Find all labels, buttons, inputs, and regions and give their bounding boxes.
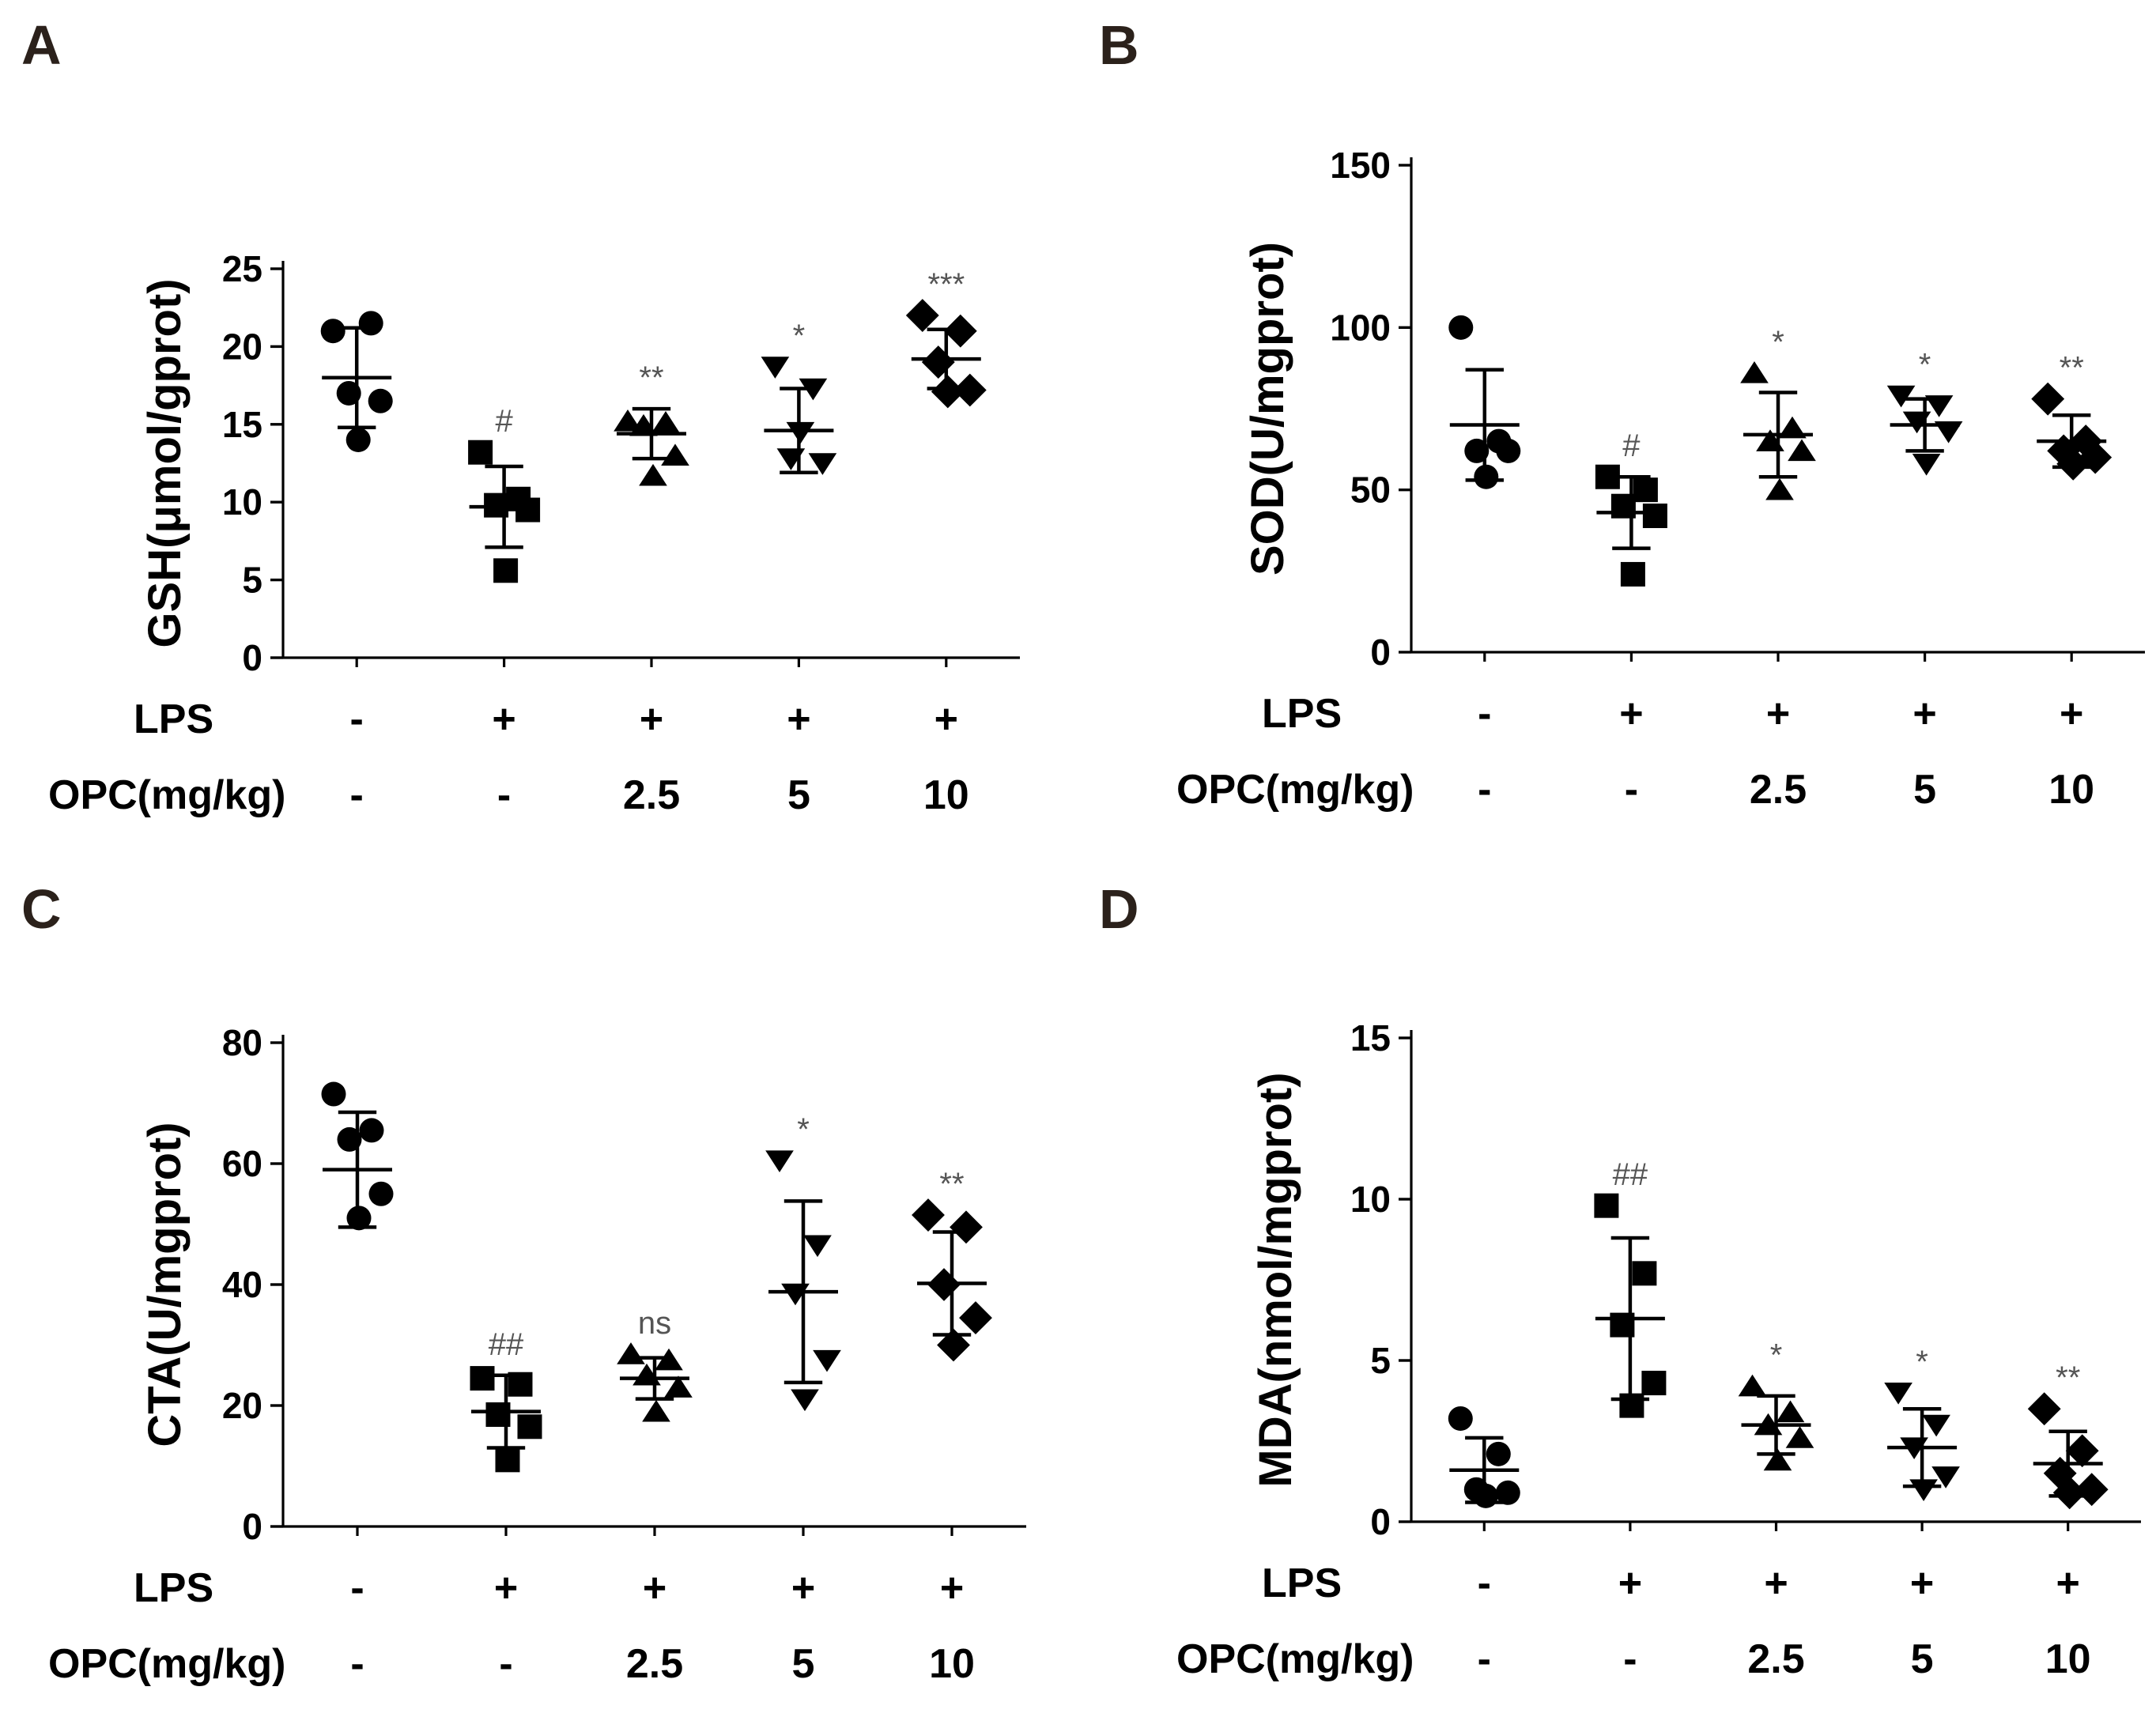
- svg-text:#: #: [1622, 428, 1641, 463]
- svg-text:+: +: [643, 1565, 666, 1611]
- svg-text:OPC(mg/kg): OPC(mg/kg): [48, 772, 285, 818]
- svg-text:10: 10: [2048, 767, 2094, 813]
- svg-text:**: **: [2056, 1360, 2080, 1395]
- svg-text:*: *: [1772, 325, 1784, 360]
- svg-text:2.5: 2.5: [623, 772, 680, 818]
- svg-text:OPC(mg/kg): OPC(mg/kg): [48, 1641, 285, 1687]
- svg-text:-: -: [1478, 1560, 1491, 1606]
- svg-text:10: 10: [923, 772, 969, 818]
- svg-text:B: B: [1099, 14, 1139, 76]
- svg-text:10: 10: [1350, 1179, 1391, 1220]
- svg-text:**: **: [939, 1167, 964, 1202]
- svg-text:20: 20: [222, 326, 262, 367]
- svg-text:-: -: [350, 1641, 364, 1687]
- svg-text:LPS: LPS: [1262, 691, 1342, 737]
- svg-text:5: 5: [1911, 1636, 1934, 1682]
- svg-text:100: 100: [1330, 307, 1391, 348]
- svg-text:5: 5: [787, 772, 810, 818]
- svg-text:2.5: 2.5: [1750, 767, 1807, 813]
- svg-text:+: +: [1912, 691, 1936, 737]
- svg-text:+: +: [935, 696, 958, 742]
- svg-text:D: D: [1099, 878, 1139, 940]
- svg-text:-: -: [1623, 1636, 1637, 1682]
- svg-text:-: -: [1478, 1636, 1491, 1682]
- svg-text:*: *: [1919, 348, 1931, 383]
- svg-text:**: **: [639, 360, 663, 395]
- svg-text:15: 15: [222, 404, 262, 445]
- svg-text:*: *: [793, 319, 806, 353]
- svg-text:***: ***: [927, 267, 965, 302]
- svg-text:10: 10: [929, 1641, 975, 1687]
- svg-text:+: +: [1766, 691, 1790, 737]
- svg-text:5: 5: [242, 560, 262, 601]
- svg-text:+: +: [2056, 1560, 2080, 1606]
- svg-text:2.5: 2.5: [626, 1641, 683, 1687]
- svg-text:ns: ns: [638, 1306, 671, 1341]
- svg-text:LPS: LPS: [1262, 1560, 1342, 1606]
- svg-text:+: +: [791, 1565, 815, 1611]
- svg-text:0: 0: [1370, 632, 1391, 673]
- svg-text:5: 5: [1913, 767, 1936, 813]
- svg-text:*: *: [1916, 1345, 1928, 1379]
- svg-text:-: -: [350, 1565, 364, 1611]
- svg-text:0: 0: [242, 1506, 262, 1547]
- svg-text:SOD(U/mgprot): SOD(U/mgprot): [1242, 242, 1293, 575]
- svg-text:+: +: [640, 696, 663, 742]
- svg-text:-: -: [1478, 767, 1491, 813]
- svg-text:0: 0: [1370, 1501, 1391, 1542]
- svg-text:-: -: [499, 1641, 512, 1687]
- svg-text:GSH(μmol/gprot): GSH(μmol/gprot): [139, 278, 191, 647]
- svg-text:10: 10: [222, 481, 262, 523]
- svg-text:-: -: [1478, 691, 1491, 737]
- svg-text:15: 15: [1350, 1017, 1391, 1058]
- svg-text:+: +: [940, 1565, 964, 1611]
- svg-text:OPC(mg/kg): OPC(mg/kg): [1176, 767, 1414, 813]
- svg-text:LPS: LPS: [134, 696, 213, 742]
- svg-text:+: +: [1618, 1560, 1642, 1606]
- svg-text:MDA(nmol/mgprot): MDA(nmol/mgprot): [1250, 1072, 1301, 1487]
- svg-text:-: -: [350, 772, 364, 818]
- svg-text:50: 50: [1350, 470, 1391, 511]
- svg-text:##: ##: [489, 1327, 524, 1362]
- svg-text:2.5: 2.5: [1747, 1636, 1804, 1682]
- svg-text:+: +: [494, 1565, 518, 1611]
- svg-text:*: *: [797, 1112, 810, 1147]
- svg-text:##: ##: [1613, 1157, 1648, 1192]
- svg-text:C: C: [21, 878, 62, 940]
- svg-text:10: 10: [2045, 1636, 2091, 1682]
- svg-text:-: -: [350, 696, 364, 742]
- svg-text:CTA(U/mgprot): CTA(U/mgprot): [139, 1122, 191, 1447]
- svg-text:-: -: [497, 772, 511, 818]
- svg-text:80: 80: [222, 1022, 262, 1063]
- svg-text:+: +: [2060, 691, 2083, 737]
- svg-text:#: #: [495, 404, 513, 439]
- svg-text:20: 20: [222, 1385, 262, 1426]
- svg-text:+: +: [1619, 691, 1643, 737]
- svg-text:5: 5: [792, 1641, 815, 1687]
- svg-text:LPS: LPS: [134, 1565, 213, 1611]
- svg-text:60: 60: [222, 1143, 262, 1184]
- svg-text:+: +: [787, 696, 810, 742]
- svg-text:**: **: [2060, 351, 2084, 386]
- svg-text:5: 5: [1370, 1340, 1391, 1381]
- svg-text:+: +: [1764, 1560, 1788, 1606]
- svg-text:A: A: [21, 14, 62, 76]
- svg-text:+: +: [1910, 1560, 1934, 1606]
- svg-text:+: +: [492, 696, 515, 742]
- svg-text:150: 150: [1330, 145, 1391, 186]
- svg-text:OPC(mg/kg): OPC(mg/kg): [1176, 1636, 1414, 1682]
- svg-text:*: *: [1770, 1338, 1783, 1373]
- svg-text:0: 0: [242, 637, 262, 678]
- svg-text:-: -: [1625, 767, 1638, 813]
- svg-text:40: 40: [222, 1264, 262, 1305]
- svg-text:25: 25: [222, 248, 262, 289]
